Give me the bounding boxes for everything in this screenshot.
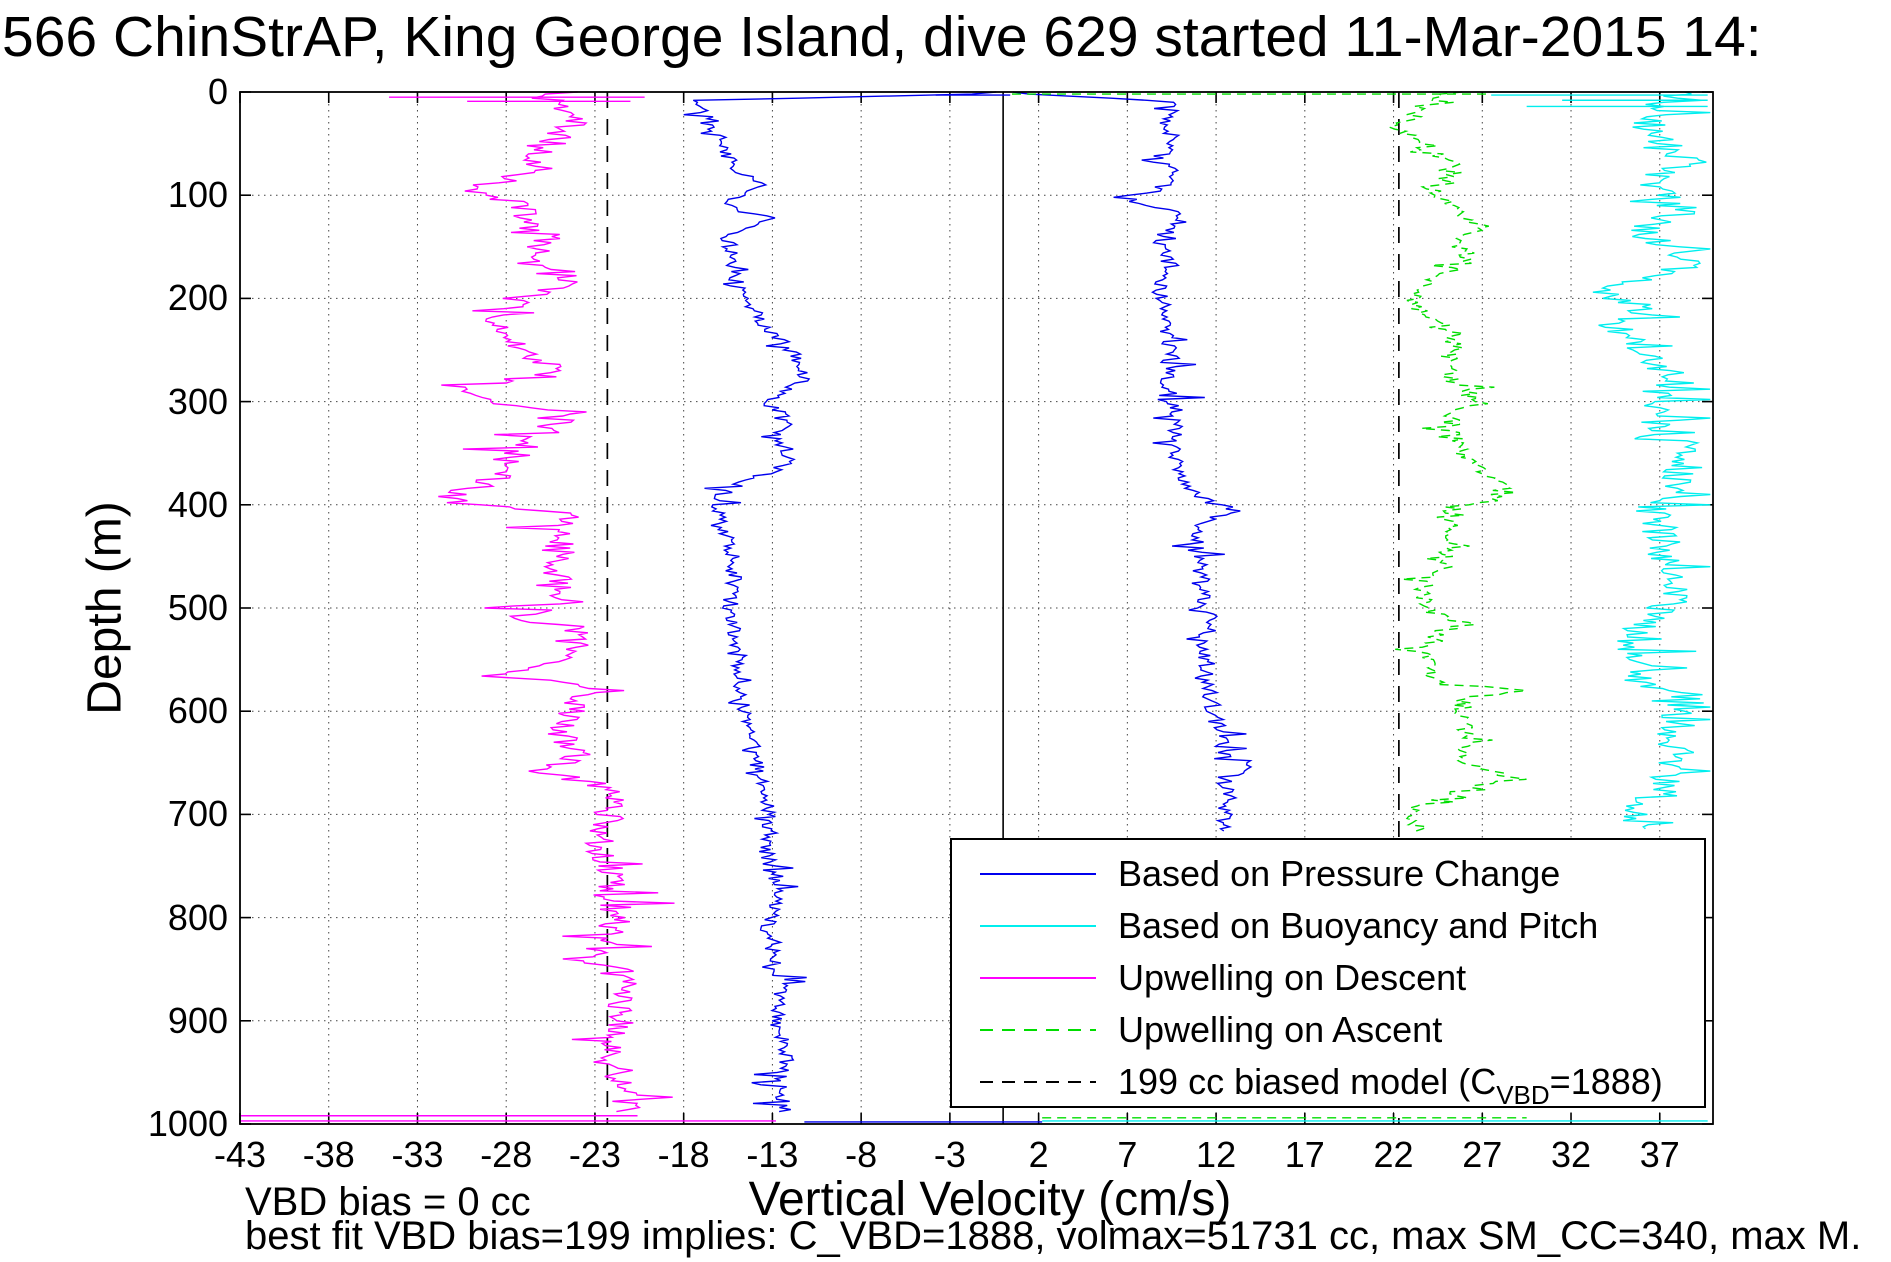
- x-axis-label: Vertical Velocity (cm/s): [748, 1173, 1232, 1226]
- plot-frame: [239, 91, 1714, 1125]
- legend-item: Upwelling on Descent: [952, 952, 1704, 1004]
- legend-item: Based on Buoyancy and Pitch: [952, 900, 1704, 952]
- x-tick-label: 7: [1117, 1134, 1138, 1175]
- legend-item: Upwelling on Ascent: [952, 1004, 1704, 1056]
- y-tick-label: 200: [167, 277, 228, 319]
- y-tick-label: 100: [167, 174, 228, 216]
- y-tick-label: 800: [167, 896, 228, 938]
- x-tick-label: -23: [568, 1134, 621, 1175]
- x-tick-label: -18: [657, 1134, 710, 1175]
- x-tick-label: -8: [845, 1134, 878, 1175]
- y-tick-label: 400: [167, 483, 228, 525]
- x-tick-label: -13: [746, 1134, 799, 1175]
- annotation-best-fit: best fit VBD bias=199 implies: C_VBD=188…: [245, 1214, 1862, 1258]
- legend-item: 199 cc biased model (CVBD=1888): [952, 1056, 1704, 1110]
- legend-item-label: Based on Buoyancy and Pitch: [1118, 905, 1599, 946]
- series-upwelling-on-descent: [438, 91, 675, 1113]
- legend-item-label: Based on Pressure Change: [1118, 853, 1561, 894]
- legend-item-label: 199 cc biased model (CVBD=1888): [1118, 1061, 1663, 1110]
- x-tick-label: -38: [302, 1134, 355, 1175]
- legend-line-sample: [980, 977, 1096, 979]
- legend-line-sample: [980, 1081, 1096, 1083]
- series-upwelling-on-ascent: [1386, 91, 1527, 832]
- legend-item: Based on Pressure Change: [952, 848, 1704, 900]
- y-tick-label: 500: [167, 587, 228, 628]
- x-tick-label: 2: [1028, 1134, 1049, 1175]
- x-tick-label: -28: [480, 1134, 533, 1175]
- x-tick-label: 17: [1284, 1134, 1325, 1175]
- y-tick-label: 0: [207, 71, 228, 112]
- series-based-on-pressure-change-descent-: [683, 91, 997, 1113]
- legend-line-sample: [980, 873, 1096, 875]
- y-tick-label: 1000: [147, 1103, 228, 1144]
- x-tick-label: -33: [391, 1134, 444, 1175]
- legend-line-sample: [980, 925, 1096, 927]
- series-based-on-buoyancy-and-pitch: [1592, 91, 1711, 830]
- legend-item-label: Upwelling on Ascent: [1118, 1009, 1443, 1050]
- x-tick-label: 12: [1196, 1134, 1237, 1175]
- chart-title: 566 ChinStrAP, King George Island, dive …: [2, 5, 1762, 69]
- x-tick-label: 27: [1462, 1134, 1503, 1175]
- x-tick-label: 37: [1639, 1134, 1680, 1175]
- y-axis-label: Depth (m): [78, 501, 132, 715]
- legend-line-sample: [980, 1029, 1096, 1031]
- y-tick-label: 600: [167, 690, 228, 732]
- y-tick-label: 700: [167, 793, 228, 835]
- y-tick-label: 900: [167, 999, 228, 1041]
- x-tick-label: -3: [933, 1134, 966, 1175]
- x-tick-label: 32: [1550, 1134, 1592, 1175]
- legend: Based on Pressure Change Based on Buoyanc…: [950, 838, 1706, 1110]
- x-tick-label: -43: [213, 1134, 267, 1175]
- x-tick-label: 22: [1373, 1134, 1414, 1175]
- annotation-vbd-bias: VBD bias = 0 cc: [245, 1180, 531, 1224]
- series-based-on-pressure-change-ascent-: [1012, 91, 1253, 832]
- legend-subscript: VBD: [1496, 1080, 1550, 1110]
- legend-item-label: Upwelling on Descent: [1118, 957, 1467, 998]
- y-tick-label: 300: [167, 380, 228, 422]
